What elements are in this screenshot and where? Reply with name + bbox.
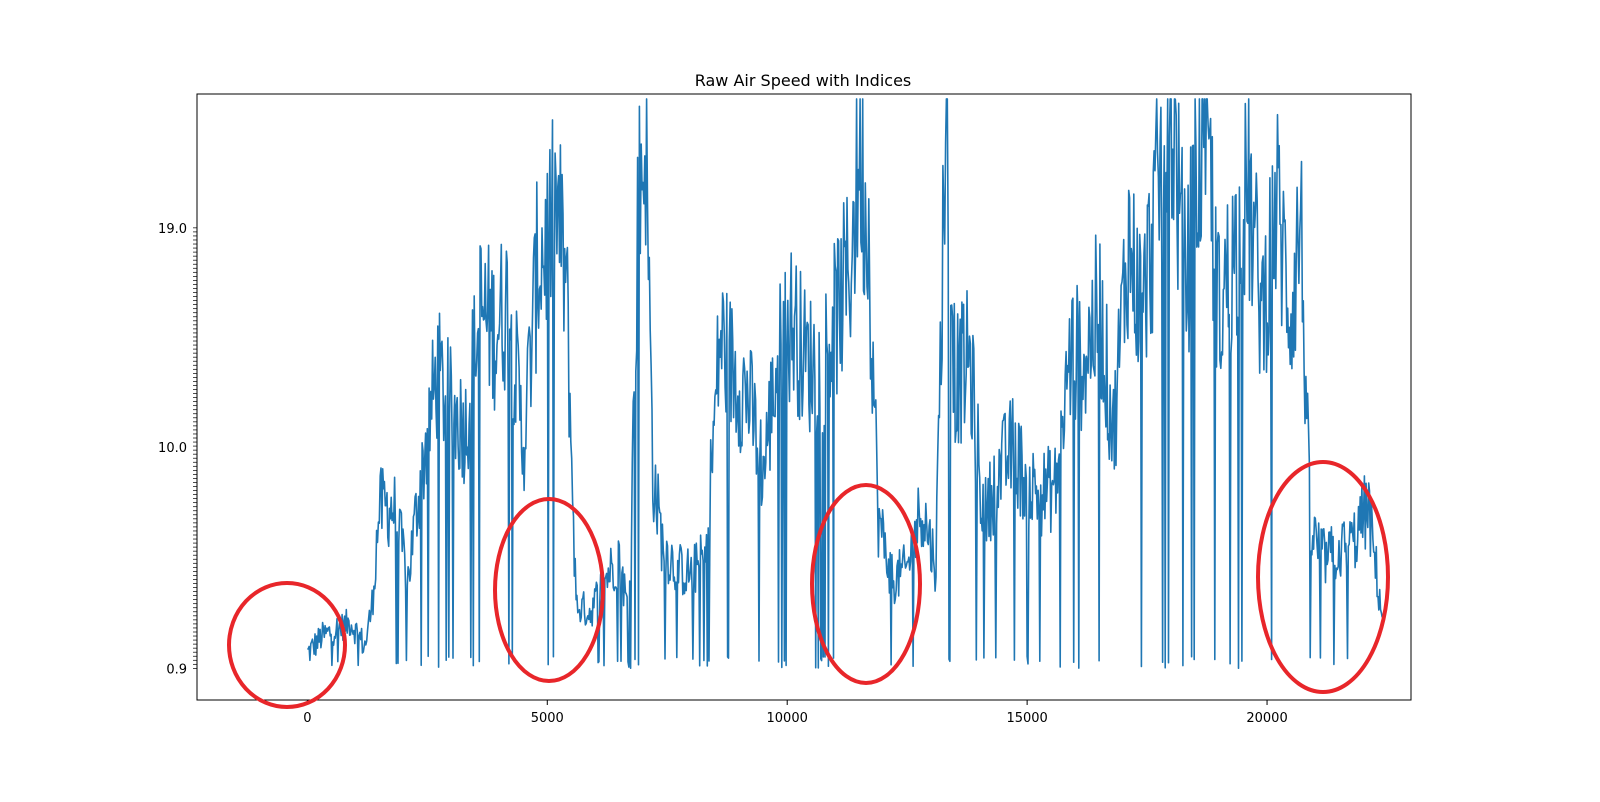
chart-title: Raw Air Speed with Indices <box>695 71 912 90</box>
series-line <box>307 98 1383 670</box>
x-tick-label: 15000 <box>1006 711 1047 726</box>
x-tick-label: 20000 <box>1246 711 1287 726</box>
highlight-circle <box>493 497 605 683</box>
annotations <box>227 460 1390 709</box>
x-tick-label: 0 <box>303 711 311 726</box>
plot-frame <box>196 93 1412 701</box>
y-tick-label: 0.9 <box>166 662 187 677</box>
y-tick-label: 10.0 <box>158 441 187 456</box>
highlight-circle <box>810 483 922 685</box>
highlight-circle <box>1256 460 1390 694</box>
plot-area <box>307 98 1383 670</box>
highlight-circle <box>227 581 347 709</box>
x-tick-label: 5000 <box>531 711 564 726</box>
x-axis: 0 5000 10000 15000 20000 <box>303 700 1288 726</box>
y-axis: 0.9 10.0 19.0 <box>158 222 197 677</box>
y-tick-label: 19.0 <box>158 222 187 237</box>
x-tick-label: 10000 <box>767 711 808 726</box>
